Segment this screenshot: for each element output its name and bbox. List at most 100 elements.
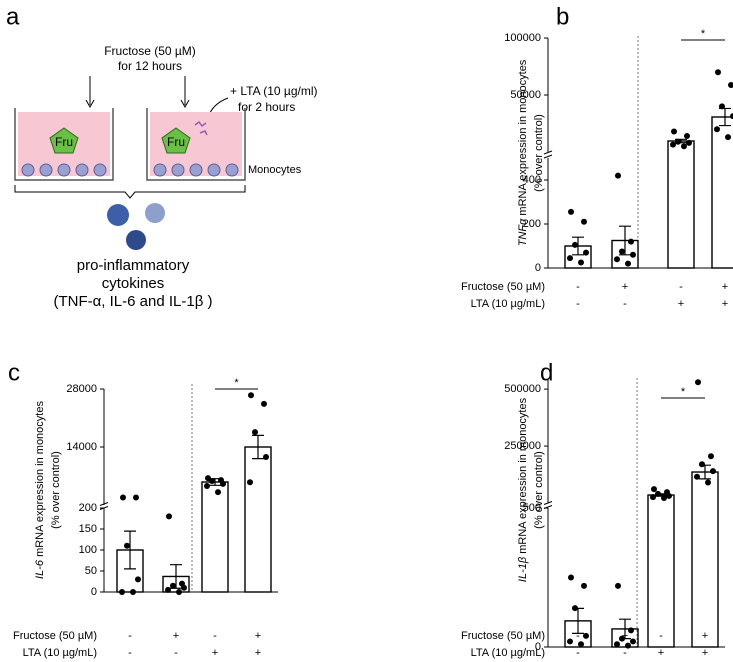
data-point — [670, 141, 676, 148]
data-point — [568, 208, 574, 215]
condition-sign: - — [174, 647, 178, 659]
data-point — [263, 453, 269, 460]
data-point — [165, 586, 171, 593]
condition-sign: + — [658, 647, 664, 659]
condition-sign: - — [576, 630, 580, 642]
data-point — [619, 635, 625, 642]
data-point — [614, 256, 620, 263]
data-point — [655, 490, 661, 497]
data-point — [583, 249, 589, 256]
axis-break — [99, 502, 109, 510]
condition-sign: + — [622, 630, 628, 642]
y-tick-label: 14000 — [66, 441, 97, 453]
data-point — [661, 494, 667, 501]
data-point — [568, 574, 574, 581]
y-tick-label: 150 — [79, 523, 97, 535]
data-point — [572, 241, 578, 248]
condition-sign: + — [255, 630, 261, 642]
condition-sign: + — [722, 298, 728, 310]
panel-label: d — [540, 359, 553, 386]
data-point — [730, 113, 733, 120]
data-point — [578, 259, 584, 266]
lta — [194, 120, 208, 136]
y-tick-label: 50000 — [510, 89, 541, 101]
arrow-head — [180, 99, 190, 109]
condition-sign: + — [622, 281, 628, 293]
cytokine — [145, 203, 165, 223]
step-text: Fructose (50 µM) — [104, 44, 196, 58]
data-point — [220, 480, 226, 487]
axis-break — [543, 150, 553, 159]
significance-label: * — [701, 28, 706, 40]
y-label-unit: (% over control) — [533, 451, 545, 529]
data-point — [628, 627, 634, 634]
data-point — [133, 494, 139, 501]
data-point — [650, 494, 656, 501]
condition-label: Fructose (50 µM) — [13, 630, 97, 642]
y-label-gene: IL-6 — [34, 559, 46, 579]
data-point — [625, 260, 631, 267]
well — [14, 108, 114, 181]
condition-label: LTA (10 µg/mL) — [23, 647, 97, 659]
data-point — [135, 576, 141, 583]
cells — [21, 163, 239, 177]
data-point — [567, 255, 573, 262]
data-point — [181, 584, 187, 591]
data-point — [719, 103, 725, 110]
panel-label: a — [6, 3, 20, 30]
data-point — [119, 589, 125, 595]
y-label-text: mRNA expression in monocytes — [517, 397, 529, 556]
bar — [667, 140, 695, 269]
data-point — [247, 479, 253, 486]
bar — [244, 446, 272, 593]
well — [146, 108, 246, 181]
y-label: IL-6 mRNA expression in monocytes — [34, 401, 46, 579]
bar — [691, 471, 719, 648]
data-point — [625, 642, 631, 649]
data-point — [725, 134, 731, 141]
y-tick-label: 200 — [79, 502, 97, 514]
data-point — [583, 632, 589, 639]
cytokine — [107, 204, 129, 226]
data-point — [614, 641, 620, 648]
data-point — [578, 641, 584, 648]
data-point — [261, 400, 267, 407]
data-point — [684, 133, 690, 140]
y-label: IL-1β mRNA expression in monocytes — [517, 397, 529, 582]
condition-label: LTA (10 µg/mL) — [471, 647, 545, 659]
marker-text: Fru — [55, 135, 73, 149]
y-label-text: mRNA expression in monocytes — [34, 401, 46, 560]
data-point — [714, 126, 720, 133]
data-point — [252, 429, 258, 436]
data-point — [651, 486, 657, 493]
y-label-gene: IL-1β — [517, 556, 529, 582]
data-point — [619, 248, 625, 255]
data-point — [630, 638, 636, 645]
brace — [14, 185, 246, 199]
condition-sign: - — [128, 630, 132, 642]
data-point — [248, 392, 254, 399]
y-label-unit: (% over control) — [533, 114, 545, 192]
condition-sign: - — [659, 630, 663, 642]
data-point — [705, 479, 711, 486]
condition-sign: + — [212, 647, 218, 659]
step-text: + LTA (10 µg/ml) — [230, 84, 318, 98]
data-point — [681, 143, 687, 150]
condition-sign: - — [213, 630, 217, 642]
fructose — [161, 127, 191, 154]
data-point — [686, 139, 692, 146]
step-text: for 2 hours — [238, 100, 295, 114]
condition-sign: - — [576, 281, 580, 293]
data-point — [120, 494, 126, 501]
y-tick-label: 100 — [79, 544, 97, 556]
y-label-text: mRNA expression in monocytes — [517, 59, 529, 218]
bar — [201, 481, 229, 593]
y-tick-label: 500 — [523, 502, 541, 514]
data-point — [694, 473, 700, 480]
data-point — [715, 69, 721, 76]
outcome-text: pro-inflammatory — [77, 257, 190, 274]
y-label-unit: (% over control) — [50, 451, 62, 529]
y-tick-label: 28000 — [66, 383, 97, 395]
condition-sign: - — [623, 647, 627, 659]
